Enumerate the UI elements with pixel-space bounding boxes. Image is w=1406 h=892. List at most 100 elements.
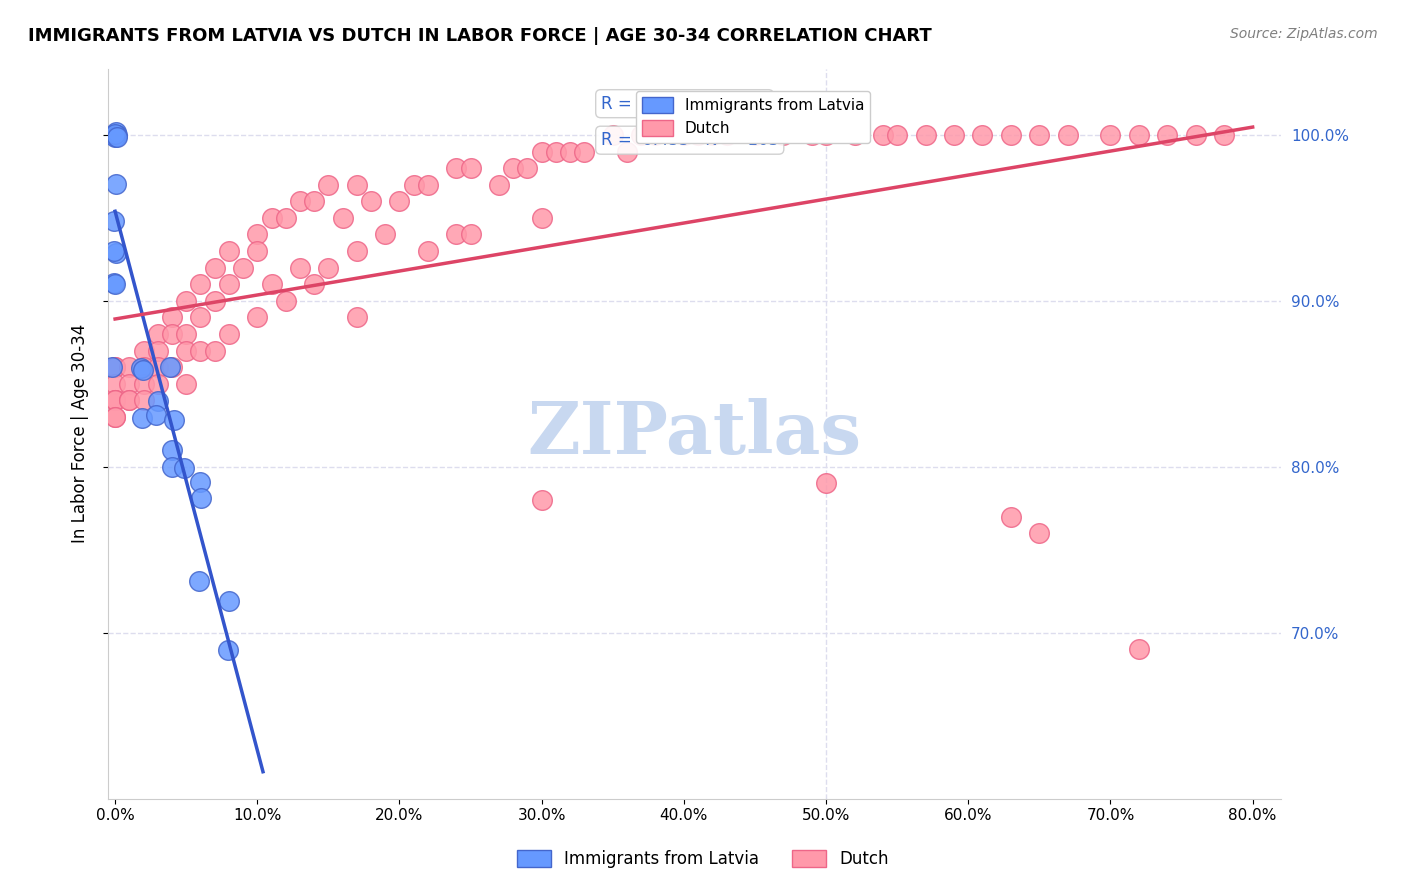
Point <box>530 211 553 225</box>
Point <box>104 128 127 143</box>
Point <box>246 310 269 325</box>
Point <box>460 227 482 242</box>
Point <box>1128 128 1150 142</box>
Point <box>318 178 340 192</box>
Point <box>346 244 368 258</box>
Point <box>1184 128 1206 142</box>
Legend: Immigrants from Latvia, Dutch: Immigrants from Latvia, Dutch <box>510 843 896 875</box>
Point <box>190 310 212 325</box>
Point <box>815 476 838 491</box>
Point <box>190 343 212 358</box>
Point <box>104 128 127 143</box>
Point <box>246 244 269 258</box>
Point <box>232 260 254 275</box>
Point <box>104 393 127 408</box>
Point <box>104 410 127 425</box>
Point <box>602 128 624 142</box>
Point <box>558 145 581 159</box>
Point <box>1028 526 1050 541</box>
Point <box>146 327 169 342</box>
Point <box>173 461 195 475</box>
Point <box>772 128 794 142</box>
Text: Source: ZipAtlas.com: Source: ZipAtlas.com <box>1230 27 1378 41</box>
Point <box>132 376 155 391</box>
Point <box>132 343 155 358</box>
Point <box>302 277 325 292</box>
Point <box>160 327 183 342</box>
Point <box>360 194 382 209</box>
Point <box>544 145 567 159</box>
Point <box>101 360 124 375</box>
Point <box>1099 128 1122 142</box>
Point <box>129 360 152 375</box>
Point <box>132 393 155 408</box>
Point <box>672 128 695 142</box>
Point <box>402 178 425 192</box>
Point <box>132 362 155 376</box>
Point <box>204 293 226 308</box>
Point <box>488 178 510 192</box>
Point <box>688 128 710 142</box>
Point <box>815 128 838 142</box>
Point <box>146 376 169 391</box>
Point <box>103 276 125 290</box>
Point <box>388 194 411 209</box>
Point <box>274 293 297 308</box>
Point <box>103 214 125 228</box>
Point <box>744 128 766 142</box>
Point <box>346 310 368 325</box>
Point <box>104 376 127 391</box>
Point <box>105 125 128 139</box>
Point <box>460 161 482 175</box>
Text: R =  0.413   N =  29: R = 0.413 N = 29 <box>600 95 769 112</box>
Point <box>132 360 155 375</box>
Point <box>148 394 170 409</box>
Point <box>118 360 141 375</box>
Point <box>914 128 936 142</box>
Point <box>1028 128 1050 142</box>
Point <box>800 128 823 142</box>
Point <box>163 413 186 427</box>
Text: R =  0.455   N =  103: R = 0.455 N = 103 <box>600 131 779 149</box>
Point <box>104 246 127 260</box>
Point <box>260 277 283 292</box>
Point <box>218 594 240 608</box>
Point <box>104 277 127 291</box>
Point <box>416 244 439 258</box>
Point <box>103 244 125 258</box>
Point <box>302 194 325 209</box>
Point <box>416 178 439 192</box>
Point <box>446 161 468 175</box>
Point <box>174 376 197 391</box>
Point <box>146 360 169 375</box>
Point <box>644 128 666 142</box>
Point <box>190 491 212 506</box>
Point <box>374 227 396 242</box>
Point <box>204 260 226 275</box>
Point <box>446 227 468 242</box>
Point <box>105 130 128 145</box>
Point <box>190 277 212 292</box>
Point <box>145 409 167 423</box>
Point <box>104 410 127 425</box>
Point <box>118 393 141 408</box>
Point <box>131 411 153 425</box>
Point <box>104 129 127 144</box>
Legend: Immigrants from Latvia, Dutch: Immigrants from Latvia, Dutch <box>636 91 870 143</box>
Point <box>118 376 141 391</box>
Point <box>104 393 127 408</box>
Point <box>118 393 141 408</box>
Point <box>318 260 340 275</box>
Point <box>332 211 354 225</box>
Text: ZIPatlas: ZIPatlas <box>527 398 862 469</box>
Point <box>1213 128 1236 142</box>
Point <box>217 643 239 657</box>
Text: IMMIGRANTS FROM LATVIA VS DUTCH IN LABOR FORCE | AGE 30-34 CORRELATION CHART: IMMIGRANTS FROM LATVIA VS DUTCH IN LABOR… <box>28 27 932 45</box>
Point <box>288 260 311 275</box>
Point <box>218 244 240 258</box>
Point <box>188 475 211 490</box>
Point <box>174 343 197 358</box>
Point <box>516 161 538 175</box>
Point <box>218 327 240 342</box>
Point <box>702 128 724 142</box>
